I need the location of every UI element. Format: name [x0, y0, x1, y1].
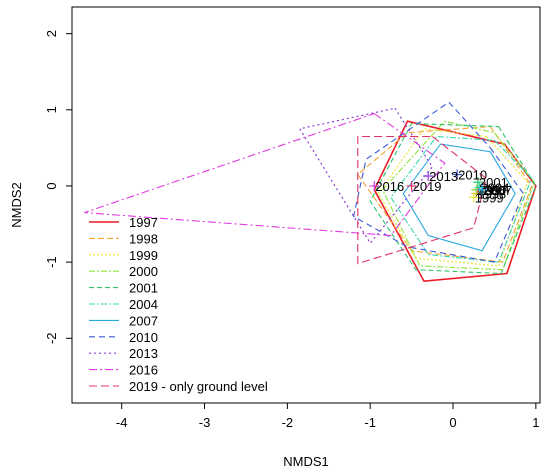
legend-label: 2007 [129, 313, 158, 328]
legend-label: 1998 [129, 231, 158, 246]
centroid-label: 2004 [481, 180, 510, 195]
hull-2007 [402, 143, 516, 252]
x-tick-label: -2 [282, 415, 294, 430]
legend-item: 2016 [89, 363, 158, 378]
centroid-label: 2019 [413, 179, 442, 194]
x-tick-label: -3 [199, 415, 211, 430]
legend-item: 1997 [89, 215, 158, 230]
centroid-label: 2000 [477, 183, 506, 198]
legend-label: 2004 [129, 297, 158, 312]
y-tick-label: 2 [44, 30, 59, 37]
legend-label: 2019 - only ground level [129, 379, 268, 394]
y-tick-label: 1 [44, 106, 59, 113]
hull-1997 [373, 120, 537, 283]
centroid-2001: 2001 [472, 175, 508, 190]
hull-1998 [357, 126, 533, 263]
hull-layer [84, 101, 537, 283]
hull-2013 [298, 107, 434, 245]
legend-label: 2000 [129, 264, 158, 279]
y-tick-label: -2 [44, 332, 59, 344]
legend-label: 1997 [129, 215, 158, 230]
centroid-layer: 1997199819992000200120042007201020132016… [369, 168, 512, 205]
x-tick-label: -4 [116, 415, 128, 430]
legend-item: 2004 [89, 297, 158, 312]
y-tick-label: 0 [44, 182, 59, 189]
legend-label: 2013 [129, 346, 158, 361]
legend-label: 2016 [129, 363, 158, 378]
centroid-2000: 2000 [471, 183, 506, 198]
centroid-label: 2001 [479, 175, 508, 190]
y-axis-label: NMDS2 [9, 182, 24, 228]
centroid-2019: 2019 [406, 179, 442, 194]
centroid-2010: 2010 [452, 168, 487, 183]
centroid-label: 2007 [483, 183, 512, 198]
legend-item: 1998 [89, 231, 158, 246]
hull-2004 [390, 135, 533, 263]
y-tick-label: -1 [44, 256, 59, 268]
x-tick-label: -1 [364, 415, 376, 430]
centroid-2016: 2016 [369, 179, 404, 194]
hull-2016 [84, 112, 446, 237]
centroid-label: 2013 [429, 169, 458, 184]
legend-item: 2007 [89, 313, 158, 328]
legend-item: 2010 [89, 330, 158, 345]
hull-2000 [381, 120, 535, 271]
plot-frame [71, 6, 541, 404]
centroid-label: 1997 [479, 183, 508, 198]
axes: -4 -3 -2 -1 0 1 -2 -1 0 1 2 [44, 30, 539, 430]
centroid-label: 2010 [458, 168, 487, 183]
x-tick-label: 1 [532, 415, 539, 430]
x-axis-label: NMDS1 [283, 454, 329, 469]
legend-item: 1999 [89, 248, 158, 263]
legend-item: 2000 [89, 264, 158, 279]
plot-area: 1997199819992000200120042007201020132016… [71, 6, 541, 404]
legend-label: 2010 [129, 330, 158, 345]
legend-item: 2013 [89, 346, 158, 361]
x-tick-label: 0 [449, 415, 456, 430]
legend-label: 1999 [129, 248, 158, 263]
legend-label: 2001 [129, 281, 158, 296]
legend-item: 2001 [89, 281, 158, 296]
hull-2001 [369, 122, 537, 275]
hull-2010 [352, 101, 525, 263]
legend-item: 2019 - only ground level [89, 379, 268, 394]
centroid-2007: 2007 [477, 183, 512, 198]
centroid-2004: 2004 [474, 180, 510, 195]
centroid-2013: 2013 [423, 169, 458, 184]
centroid-label: 2016 [375, 179, 404, 194]
